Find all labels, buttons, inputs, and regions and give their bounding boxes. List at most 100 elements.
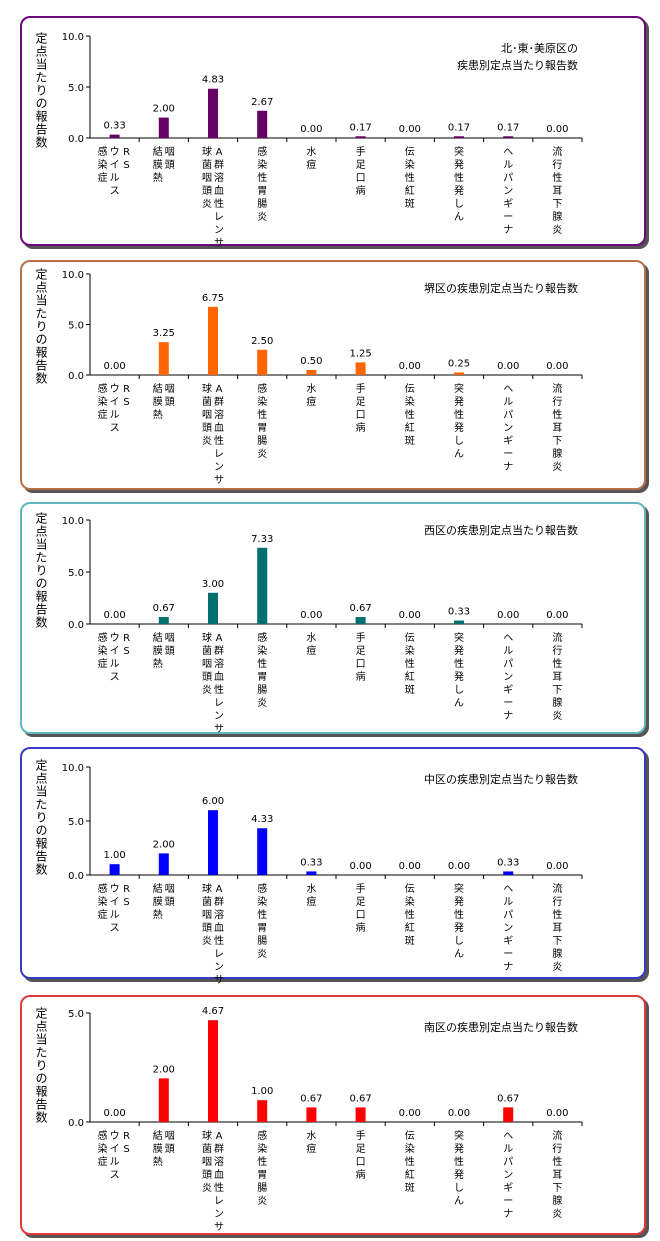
category-label-char: 痘 (306, 158, 316, 171)
category-label-char: 群 (214, 158, 224, 171)
data-label: 0.00 (546, 1108, 568, 1119)
bar (208, 88, 218, 138)
category-label-char: 性 (405, 908, 415, 921)
category-label-char: 球 (202, 1129, 212, 1142)
bar (158, 617, 169, 624)
category-label-char: 膜 (153, 396, 163, 408)
category-label-char: 口 (356, 910, 366, 921)
category-label-char: 口 (356, 410, 366, 421)
category-label-char: 咽 (165, 632, 175, 644)
category-label-char: 群 (214, 644, 224, 657)
category-label-char: 胃 (257, 185, 267, 197)
bar (503, 871, 514, 875)
category-label-char: 血 (214, 670, 224, 683)
data-label: 4.83 (202, 75, 224, 86)
category-label-char: 痘 (306, 644, 316, 657)
category-label-char: 性 (214, 434, 224, 447)
bar (257, 547, 268, 624)
data-label: 2.00 (153, 839, 175, 850)
data-label: 0.00 (399, 124, 421, 135)
category-label-char: 炎 (552, 224, 562, 236)
category-label-char: 痘 (306, 895, 316, 908)
category-label-char: 行 (552, 395, 562, 408)
y-tick-label: 10.0 (62, 270, 84, 281)
category-label-char: R (123, 1131, 130, 1142)
data-label: 0.00 (546, 861, 568, 872)
bar-chart: 0.05.010.00.00RSウイルス感染症3.25咽頭結膜熱6.75A群溶血… (62, 270, 583, 486)
y-axis-label: 定点当たりの報告数 (34, 512, 48, 629)
category-label-char: 斑 (405, 934, 415, 947)
category-label-char: パ (503, 409, 513, 421)
category-label-char: R (123, 884, 130, 895)
bar (355, 136, 366, 138)
category-label-char: 腺 (552, 1194, 562, 1207)
category-label-char: 染 (257, 644, 267, 657)
category-label-char: 症 (98, 171, 108, 184)
category-label-char: し (454, 198, 464, 210)
category-label-char: 突 (454, 382, 464, 395)
category-label-char: 血 (214, 1168, 224, 1181)
data-label: 6.00 (202, 796, 224, 807)
bar (208, 592, 218, 624)
bar (355, 362, 366, 375)
category-label-char: 病 (356, 670, 366, 683)
category-label-char: R (123, 384, 130, 395)
category-label-char: 結 (153, 382, 163, 395)
data-label: 0.33 (497, 857, 519, 868)
data-label: 0.00 (300, 610, 322, 621)
category-label-char: 性 (454, 1155, 464, 1168)
category-label-char: 腺 (552, 210, 562, 223)
y-axis-label: 定点当たりの報告数 (34, 32, 48, 149)
category-label-char: 口 (356, 659, 366, 670)
category-label-char: 発 (454, 1142, 464, 1155)
category-label-char: 染 (98, 895, 108, 908)
category-label-char: ギ (503, 198, 513, 210)
y-tick-label: 0.0 (68, 1118, 84, 1129)
category-label-char: 耳 (552, 422, 562, 434)
category-label-char: 紅 (405, 185, 415, 197)
category-label-char: 咽 (202, 658, 212, 670)
category-label-char: イ (110, 397, 120, 408)
category-label-char: 染 (257, 895, 267, 908)
bar (109, 134, 120, 138)
category-label-char: 頭 (165, 896, 175, 908)
category-label-char: ル (503, 897, 513, 908)
y-tick-label: 10.0 (62, 32, 84, 43)
y-tick-label: 5.0 (68, 568, 84, 579)
bar (257, 828, 268, 875)
bar (158, 342, 169, 375)
category-label-char: 炎 (257, 1195, 267, 1207)
chart-panel-sakai: 定点当たりの報告数 堺区の疾患別定点当たり報告数 0.0 5.0 10.0 0.00 R… (20, 260, 646, 490)
category-label-char: 手 (356, 382, 366, 395)
category-label-char: 性 (552, 908, 562, 921)
category-label-char: ギ (503, 435, 513, 447)
category-label-char: 発 (454, 158, 464, 171)
category-label-char: 染 (405, 1142, 415, 1155)
category-label-char: 染 (405, 158, 415, 171)
data-label: 0.00 (103, 361, 125, 372)
category-label-char: 水 (306, 1130, 316, 1142)
category-label-char: 斑 (405, 1181, 415, 1194)
category-label-char: A (216, 884, 223, 895)
category-label-char: 染 (257, 1142, 267, 1155)
category-label-char: ナ (503, 224, 513, 236)
category-label-char: 伝 (405, 1130, 415, 1142)
chart-panel-kita-higashi-mihara: 定点当たりの報告数 北･東･美原区の 疾患別定点当たり報告数 0.0 5.0 10.… (20, 16, 646, 249)
category-label-char: ウ (110, 146, 120, 158)
category-label-char: ヘ (503, 884, 513, 895)
category-label-char: 痘 (306, 395, 316, 408)
chart-title: 西区の疾患別定点当たり報告数 (424, 524, 578, 537)
category-label-char: 行 (552, 644, 562, 657)
data-label: 0.00 (103, 1108, 125, 1119)
category-label-char: 頭 (202, 1169, 212, 1181)
category-label-char: イ (110, 160, 120, 171)
category-label-char: 熱 (153, 171, 163, 184)
data-label: 2.00 (153, 1064, 175, 1075)
category-label-char: 胃 (257, 922, 267, 934)
category-label-char: 性 (214, 683, 224, 696)
category-label-char: し (454, 435, 464, 447)
bar (257, 110, 268, 138)
category-label-char: 炎 (202, 1182, 212, 1194)
category-label-char: ー (503, 949, 513, 960)
category-label-char: 足 (356, 159, 366, 171)
